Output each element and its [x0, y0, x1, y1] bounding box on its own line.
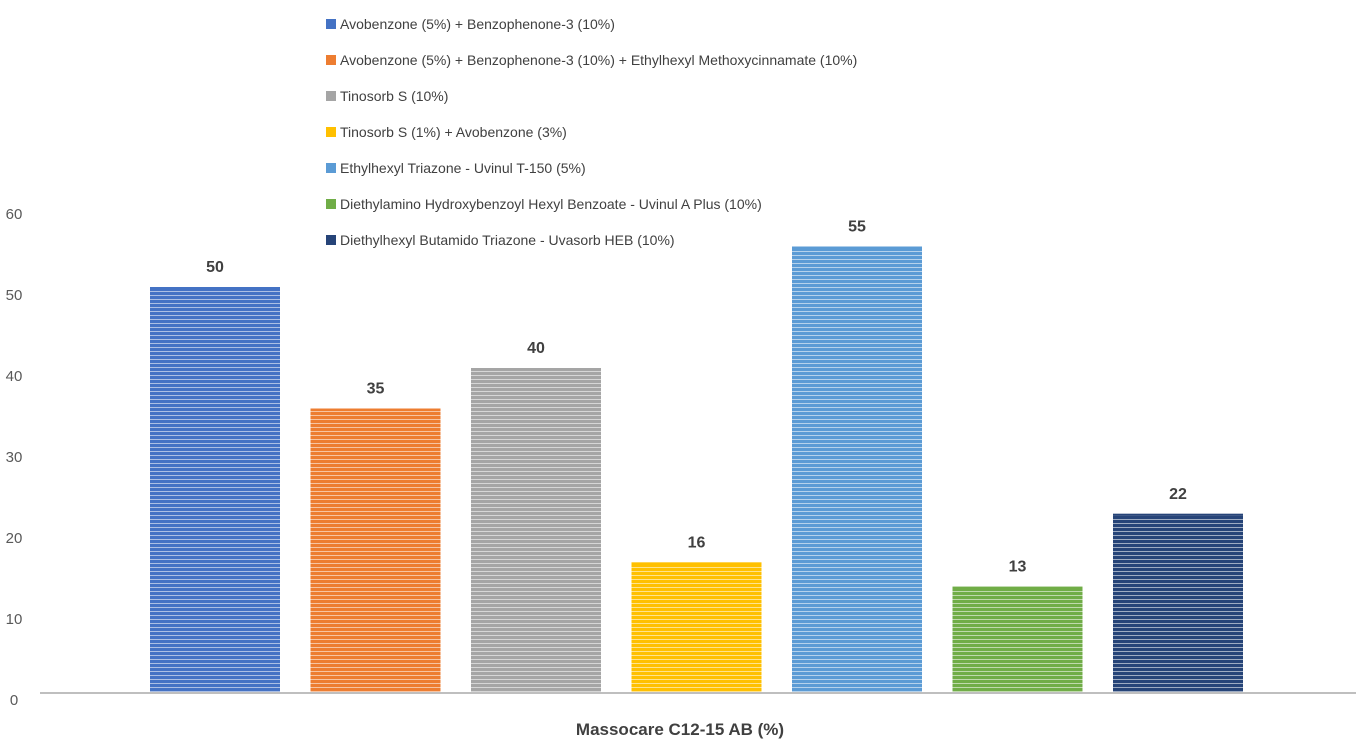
data-label: 13 — [1009, 559, 1027, 576]
y-tick-label: 40 — [6, 368, 23, 385]
y-tick-label: 10 — [6, 611, 23, 628]
data-label: 35 — [367, 381, 385, 398]
x-axis-label: Massocare C12-15 AB (%) — [575, 720, 785, 739]
bar-top-edge — [631, 562, 762, 565]
y-tick-label: 50 — [6, 287, 23, 304]
data-labels: 50 35 40 16 55 13 22 — [206, 219, 1187, 576]
legend-swatch — [326, 55, 336, 65]
legend-label: Avobenzone (5%) + Benzophenone-3 (10%) +… — [340, 52, 858, 68]
legend-label: Tinosorb S (1%) + Avobenzone (3%) — [340, 124, 567, 140]
y-axis-ticks: 0 10 20 30 40 50 60 — [6, 206, 23, 709]
y-tick-label: 0 — [10, 692, 18, 709]
data-label: 40 — [527, 340, 545, 357]
legend-swatch — [326, 127, 336, 137]
data-label: 55 — [848, 219, 866, 236]
bar-top-edge — [150, 287, 280, 289]
bar-series-3 — [471, 368, 601, 692]
legend-swatch — [326, 235, 336, 245]
legend-swatch — [326, 19, 336, 29]
legend-item: Ethylhexyl Triazone - Uvinul T-150 (5%) — [326, 150, 1026, 186]
legend-label: Diethylhexyl Butamido Triazone - Uvasorb… — [340, 232, 675, 248]
bars — [150, 246, 1243, 692]
legend: Avobenzone (5%) + Benzophenone-3 (10%) Av… — [326, 6, 1026, 258]
bar-series-5 — [792, 246, 922, 692]
legend-label: Ethylhexyl Triazone - Uvinul T-150 (5%) — [340, 160, 586, 176]
legend-swatch — [326, 199, 336, 209]
bar-top-edge — [792, 246, 922, 249]
legend-label: Tinosorb S (10%) — [340, 88, 449, 104]
data-label: 22 — [1169, 486, 1187, 503]
y-tick-label: 20 — [6, 530, 23, 547]
bar-top-edge — [952, 586, 1083, 589]
legend-swatch — [326, 163, 336, 173]
legend-item: Diethylamino Hydroxybenzoyl Hexyl Benzoa… — [326, 186, 1026, 222]
bar-top-edge — [471, 368, 601, 370]
bar-series-7 — [1113, 513, 1243, 692]
bar-top-edge — [310, 408, 441, 411]
bar-series-2 — [310, 408, 441, 692]
legend-item: Diethylhexyl Butamido Triazone - Uvasorb… — [326, 222, 1026, 258]
data-label: 50 — [206, 259, 224, 276]
y-tick-label: 60 — [6, 206, 23, 223]
data-label: 16 — [688, 534, 706, 551]
legend-label: Diethylamino Hydroxybenzoyl Hexyl Benzoa… — [340, 196, 762, 212]
legend-label: Avobenzone (5%) + Benzophenone-3 (10%) — [340, 16, 615, 32]
y-tick-label: 30 — [6, 449, 23, 466]
bar-series-1 — [150, 287, 280, 692]
bar-series-4 — [631, 562, 762, 692]
legend-swatch — [326, 91, 336, 101]
legend-item: Avobenzone (5%) + Benzophenone-3 (10%) +… — [326, 42, 1026, 78]
legend-item: Avobenzone (5%) + Benzophenone-3 (10%) — [326, 6, 1026, 42]
bar-series-6 — [952, 586, 1083, 692]
legend-item: Tinosorb S (10%) — [326, 78, 1026, 114]
bar-top-edge — [1113, 513, 1243, 516]
legend-item: Tinosorb S (1%) + Avobenzone (3%) — [326, 114, 1026, 150]
